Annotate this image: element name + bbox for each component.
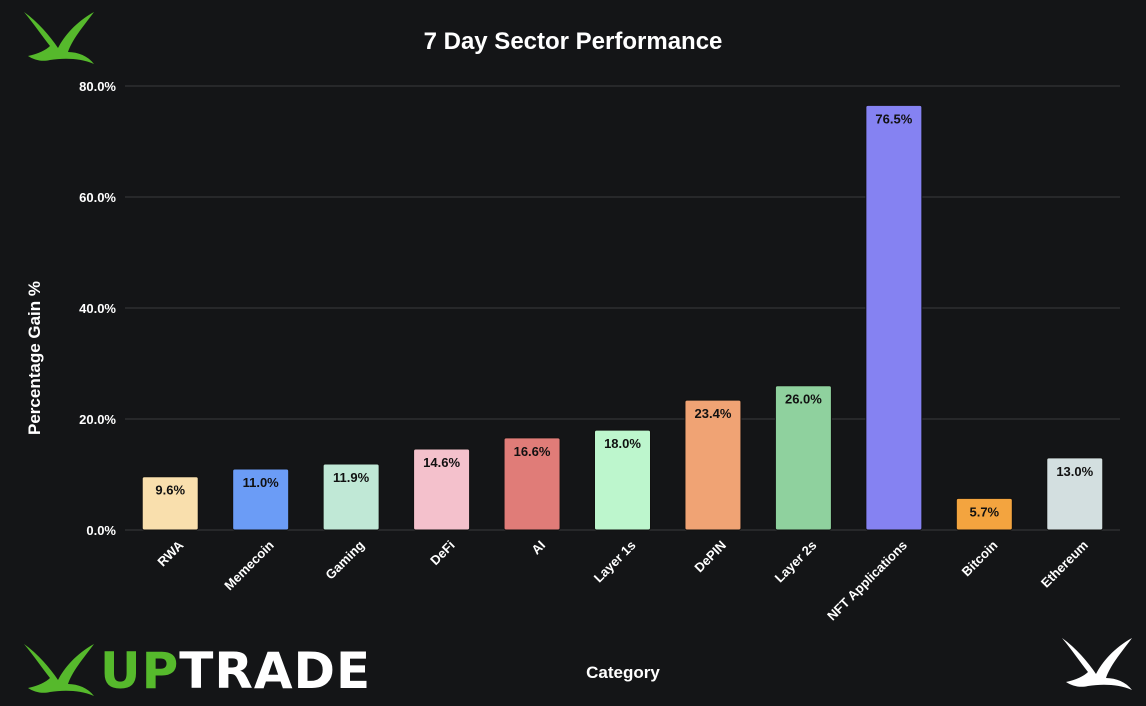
bar xyxy=(594,429,651,531)
x-axis-title: Category xyxy=(586,663,660,682)
y-axis-ticks: 0.0% 20.0% 40.0% 60.0% 80.0% xyxy=(79,79,116,538)
bar xyxy=(503,437,561,531)
bar xyxy=(322,463,380,531)
bar xyxy=(141,476,199,531)
data-label: 16.6% xyxy=(514,444,551,459)
bird-logo-icon xyxy=(1062,638,1132,690)
bird-logo-icon xyxy=(24,12,94,64)
data-label: 76.5% xyxy=(875,111,912,126)
y-tick-label: 20.0% xyxy=(79,412,116,427)
x-tick-label: NFT Applications xyxy=(824,538,910,624)
brand-wordmark: UPTRADE xyxy=(100,642,371,700)
bar xyxy=(413,448,471,531)
x-tick-label: Memecoin xyxy=(221,537,277,593)
y-tick-label: 60.0% xyxy=(79,190,116,205)
x-axis-ticks: RWA Memecoin Gaming DeFi AI Layer 1s DePIN Laye… xyxy=(154,537,1090,623)
chart-title: 7 Day Sector Performance xyxy=(424,28,723,55)
brand-up: UP xyxy=(100,642,179,700)
bird-logo-icon xyxy=(24,644,94,696)
brand-trade: TRADE xyxy=(179,642,371,700)
x-tick-label: Ethereum xyxy=(1038,538,1091,591)
bar xyxy=(1046,457,1104,531)
x-tick-label: Bitcoin xyxy=(959,537,1001,579)
data-label: 11.0% xyxy=(243,475,280,490)
data-label: 5.7% xyxy=(969,504,999,519)
data-label: 11.9% xyxy=(333,470,370,485)
y-tick-label: 40.0% xyxy=(79,301,116,316)
data-label: 26.0% xyxy=(785,392,822,407)
y-tick-label: 80.0% xyxy=(79,79,116,94)
y-tick-label: 0.0% xyxy=(86,523,116,538)
data-label: 9.6% xyxy=(155,483,185,498)
data-label: 14.6% xyxy=(423,455,460,470)
x-tick-label: Layer 2s xyxy=(772,538,820,586)
x-tick-label: Layer 1s xyxy=(591,538,639,586)
bar xyxy=(684,399,742,531)
bars xyxy=(141,104,1104,531)
data-label: 23.4% xyxy=(695,406,732,421)
bar xyxy=(955,497,1013,531)
bar xyxy=(865,104,923,531)
gridlines xyxy=(125,85,1120,531)
bar xyxy=(232,468,290,531)
bar xyxy=(774,385,832,531)
uptrade-logo: UPTRADE xyxy=(24,642,371,700)
data-labels: 9.6% 11.0% 11.9% 14.6% 16.6% 18.0% 23.4% 26.0% 7… xyxy=(155,111,1093,519)
data-label: 13.0% xyxy=(1056,464,1093,479)
x-tick-label: DePIN xyxy=(691,538,729,576)
x-tick-label: DeFi xyxy=(427,538,458,569)
x-tick-label: AI xyxy=(528,538,548,558)
x-tick-label: RWA xyxy=(154,537,186,569)
y-axis-title: Percentage Gain % xyxy=(25,281,44,435)
data-label: 18.0% xyxy=(604,436,641,451)
x-tick-label: Gaming xyxy=(322,537,367,582)
